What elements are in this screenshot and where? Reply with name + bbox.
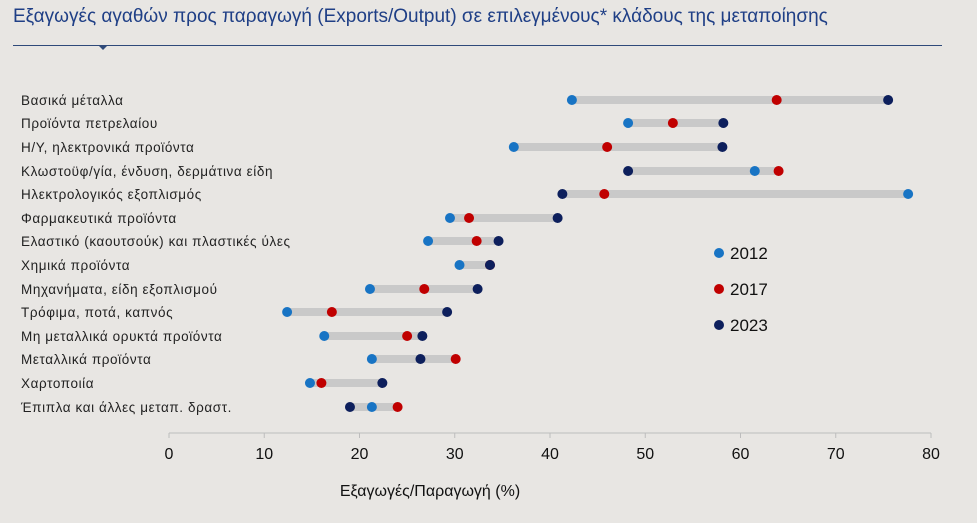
x-tick-label: 70 xyxy=(827,446,845,463)
data-point-2012 xyxy=(444,213,455,223)
data-point-2023 xyxy=(417,331,428,341)
data-point-2017 xyxy=(392,402,403,412)
data-point-2012 xyxy=(304,378,315,388)
data-point-2023 xyxy=(557,189,568,199)
x-tick-label: 60 xyxy=(732,446,750,463)
category-label: Χαρτοποιία xyxy=(21,376,94,391)
chart-rows: Βασικά μέταλλα Προϊόντα πετρελαίου Η/Υ, ηλ… xyxy=(20,93,914,415)
data-point-2023 xyxy=(415,354,426,364)
x-tick-label: 50 xyxy=(636,446,654,463)
data-point-2017 xyxy=(773,166,784,176)
category-label: Φαρμακευτικά προϊόντα xyxy=(21,211,177,226)
category-row: Έπιπλα και άλλες μεταπ. δραστ. xyxy=(20,400,403,415)
category-row: Χαρτοποιία xyxy=(21,376,388,391)
legend-marker-2023 xyxy=(714,320,724,330)
data-point-2017 xyxy=(602,142,613,152)
data-point-2012 xyxy=(366,402,377,412)
category-label: Βασικά μέταλλα xyxy=(21,93,124,108)
data-point-2012 xyxy=(508,142,519,152)
data-point-2023 xyxy=(344,402,355,412)
category-label: Η/Υ, ηλεκτρονικά προϊόντα xyxy=(21,140,194,155)
category-label: Κλωστοϋφ/γία, ένδυση, δερμάτινα είδη xyxy=(21,164,273,179)
x-tick-label: 10 xyxy=(255,446,273,463)
data-point-2017 xyxy=(450,354,461,364)
x-tick-label: 0 xyxy=(165,446,174,463)
category-label: Ηλεκτρολογικός εξοπλισμός xyxy=(21,187,202,202)
x-axis: 0 10 20 30 40 50 60 70 80 xyxy=(165,432,940,463)
category-row: Μηχανήματα, είδη εξοπλισμού xyxy=(21,282,483,297)
category-row: Μεταλλικά προϊόντα xyxy=(21,352,461,367)
legend-marker-2017 xyxy=(714,284,724,294)
data-point-2023 xyxy=(377,378,388,388)
category-label: Προϊόντα πετρελαίου xyxy=(21,116,158,131)
data-point-2017 xyxy=(402,331,413,341)
legend: 2012 2017 2023 xyxy=(714,244,768,335)
data-point-2017 xyxy=(599,189,610,199)
data-point-2012 xyxy=(749,166,760,176)
category-label: Μεταλλικά προϊόντα xyxy=(21,352,151,367)
category-row: Τρόφιμα, ποτά, καπνός xyxy=(21,305,453,320)
data-point-2017 xyxy=(667,118,678,128)
data-point-2012 xyxy=(903,189,914,199)
category-label: Μη μεταλλικά ορυκτά προϊόντα xyxy=(21,329,222,344)
category-row: Ηλεκτρολογικός εξοπλισμός xyxy=(21,187,914,202)
data-point-2023 xyxy=(493,236,504,246)
legend-marker-2012 xyxy=(714,248,724,258)
category-row: Η/Υ, ηλεκτρονικά προϊόντα xyxy=(21,140,728,155)
legend-label-2017: 2017 xyxy=(730,280,768,299)
x-tick-label: 30 xyxy=(446,446,464,463)
data-point-2012 xyxy=(364,284,375,294)
data-point-2017 xyxy=(419,284,430,294)
category-row: Κλωστοϋφ/γία, ένδυση, δερμάτινα είδη xyxy=(21,164,784,179)
data-point-2023 xyxy=(623,166,634,176)
category-row: Μη μεταλλικά ορυκτά προϊόντα xyxy=(21,329,428,344)
data-point-2023 xyxy=(718,118,729,128)
data-point-2012 xyxy=(319,331,330,341)
x-tick-label: 20 xyxy=(351,446,369,463)
data-point-2023 xyxy=(717,142,728,152)
data-point-2023 xyxy=(442,307,453,317)
data-point-2012 xyxy=(454,260,465,270)
x-axis-label: Εξαγωγές/Παραγωγή (%) xyxy=(340,483,520,500)
data-point-2017 xyxy=(326,307,337,317)
category-row: Ελαστικό (καουτσούκ) και πλαστικές ύλες xyxy=(21,234,504,249)
data-point-2012 xyxy=(566,95,577,105)
title-underline xyxy=(13,45,942,46)
data-point-2012 xyxy=(366,354,377,364)
data-point-2023 xyxy=(883,95,894,105)
data-point-2023 xyxy=(472,284,483,294)
category-label: Ελαστικό (καουτσούκ) και πλαστικές ύλες xyxy=(21,234,291,249)
data-point-2017 xyxy=(471,236,482,246)
category-label: Μηχανήματα, είδη εξοπλισμού xyxy=(21,282,218,297)
data-point-2017 xyxy=(316,378,327,388)
legend-label-2023: 2023 xyxy=(730,316,768,335)
title-underline-notch xyxy=(98,45,108,50)
data-point-2012 xyxy=(423,236,434,246)
category-label: Έπιπλα και άλλες μεταπ. δραστ. xyxy=(20,400,232,415)
data-point-2023 xyxy=(484,260,495,270)
data-point-2023 xyxy=(552,213,563,223)
data-point-2012 xyxy=(623,118,634,128)
category-label: Χημικά προϊόντα xyxy=(21,258,130,273)
legend-label-2012: 2012 xyxy=(730,244,768,263)
data-point-2012 xyxy=(282,307,293,317)
category-row: Χημικά προϊόντα xyxy=(21,258,495,273)
category-row: Φαρμακευτικά προϊόντα xyxy=(21,211,563,226)
chart-title: Εξαγωγές αγαθών προς παραγωγή (Exports/O… xyxy=(13,6,828,27)
x-tick-label: 40 xyxy=(541,446,559,463)
data-point-2017 xyxy=(464,213,475,223)
category-label: Τρόφιμα, ποτά, καπνός xyxy=(21,305,173,320)
category-row: Προϊόντα πετρελαίου xyxy=(21,116,729,131)
x-tick-label: 80 xyxy=(922,446,940,463)
category-row: Βασικά μέταλλα xyxy=(21,93,894,108)
data-point-2017 xyxy=(771,95,782,105)
